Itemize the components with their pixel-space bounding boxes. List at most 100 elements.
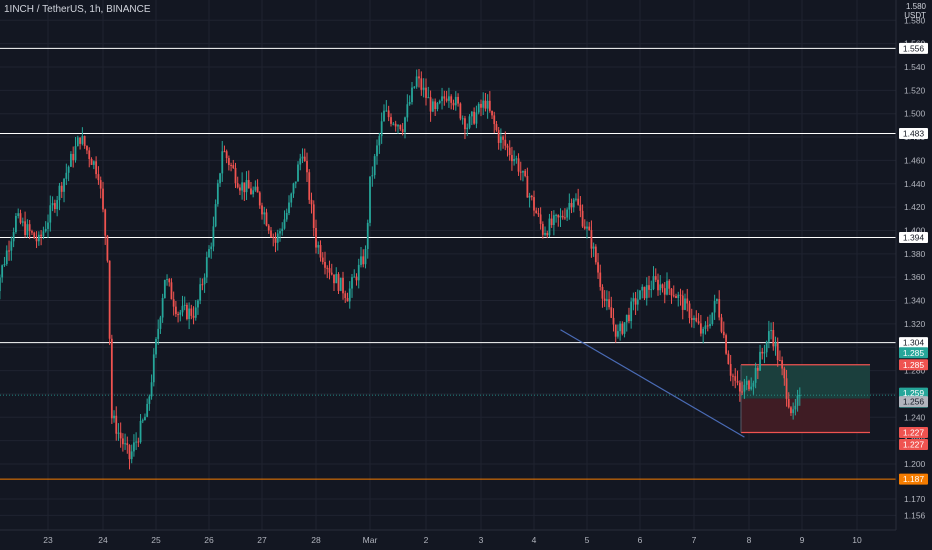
candle-body — [267, 225, 270, 231]
candle-body — [495, 124, 498, 131]
candle-body — [614, 324, 617, 337]
time-tick-label: 2 — [424, 535, 429, 545]
candles — [0, 68, 801, 470]
candle-body — [261, 205, 263, 215]
candle-body — [342, 277, 344, 294]
candle-body — [19, 213, 22, 223]
candle-body — [81, 136, 84, 144]
entry-price-tag: 1.256 — [899, 396, 928, 408]
candle-body — [357, 264, 360, 281]
candle-body — [790, 407, 792, 414]
candle-body — [754, 367, 757, 383]
candle-body — [425, 87, 427, 98]
candle-body — [188, 308, 191, 319]
candle-body — [776, 342, 779, 361]
candle-body — [28, 224, 31, 232]
candle-body — [5, 250, 8, 264]
candle-body — [83, 136, 86, 146]
candle-body — [781, 360, 784, 369]
candle-body — [17, 213, 20, 216]
candle-body — [290, 193, 293, 203]
candle-body — [401, 129, 404, 133]
candle-body — [796, 395, 799, 406]
stop-price-tag: 1.227 — [899, 426, 928, 438]
entry-price-tag-bg — [899, 396, 928, 408]
candle-body — [734, 376, 737, 381]
time-tick-label: 3 — [479, 535, 484, 545]
level-price-tag-bg — [899, 473, 928, 485]
candle-body — [88, 150, 91, 159]
candle-body — [599, 272, 602, 287]
candle-body — [522, 170, 524, 173]
candle-body — [335, 274, 338, 284]
candle-body — [166, 279, 168, 281]
candle-body — [128, 445, 131, 460]
grid — [0, 0, 896, 530]
candle-body — [76, 137, 79, 147]
level-price-tag: 1.187 — [899, 473, 928, 485]
candle-body — [364, 248, 367, 265]
candle-body — [360, 256, 362, 265]
candle-body — [675, 295, 677, 299]
candle-body — [524, 170, 527, 177]
candle-body — [208, 249, 210, 258]
level-price-tag-text: 1.556 — [903, 43, 925, 53]
candle-body — [210, 246, 213, 250]
time-tick-label: 7 — [692, 535, 697, 545]
candle-body — [245, 180, 248, 193]
candle-body — [168, 279, 171, 283]
candle-body — [461, 118, 464, 120]
candle-body — [315, 227, 317, 248]
candle-body — [519, 171, 522, 173]
candle-body — [399, 125, 402, 130]
price-scale-top-value: 1.580 — [905, 2, 926, 11]
candle-body — [285, 213, 288, 220]
candle-body — [457, 96, 459, 104]
candle-body — [190, 308, 193, 316]
candle-body — [568, 203, 571, 210]
level-price-tag: 1.556 — [899, 42, 928, 54]
candle-body — [157, 328, 160, 339]
candle-body — [172, 299, 175, 307]
candle-body — [141, 420, 144, 422]
last-price-text: 1.259 — [903, 388, 925, 398]
candle-body — [706, 325, 709, 327]
candle-body — [725, 335, 727, 354]
candle-body — [376, 145, 378, 157]
candle-body — [241, 182, 244, 191]
candle-body — [506, 145, 509, 148]
candle-body — [475, 112, 478, 124]
candle-body — [225, 151, 228, 159]
time-tick-label: 24 — [98, 535, 108, 545]
candle-body — [699, 323, 702, 334]
candle-body — [230, 164, 232, 166]
candle-body — [577, 198, 580, 205]
candle-body — [126, 443, 129, 446]
candle-body — [95, 161, 98, 175]
candle-body — [645, 285, 648, 299]
time-tick-label: 9 — [800, 535, 805, 545]
candle-body — [236, 183, 239, 188]
candle-body — [639, 290, 641, 300]
candle-body — [750, 386, 753, 390]
level-price-tag-bg — [899, 231, 928, 243]
candle-body — [65, 172, 68, 179]
candle-body — [761, 351, 764, 354]
candle-body — [597, 262, 599, 273]
candle-body — [623, 322, 626, 334]
candle-body — [445, 98, 448, 101]
candle-body — [0, 277, 1, 292]
candle-body — [183, 304, 186, 306]
candle-body — [720, 317, 723, 332]
price-tick-label: 1.320 — [904, 319, 926, 329]
price-tick-label: 1.520 — [904, 85, 926, 95]
price-tick-label: 1.400 — [904, 225, 926, 235]
price-tick-label: 1.500 — [904, 109, 926, 119]
horizontal-levels — [0, 47, 896, 480]
candle-body — [693, 317, 695, 320]
candle-body — [681, 295, 684, 310]
candle-body — [648, 285, 650, 290]
candle-body — [70, 153, 72, 167]
candle-body — [466, 127, 469, 130]
